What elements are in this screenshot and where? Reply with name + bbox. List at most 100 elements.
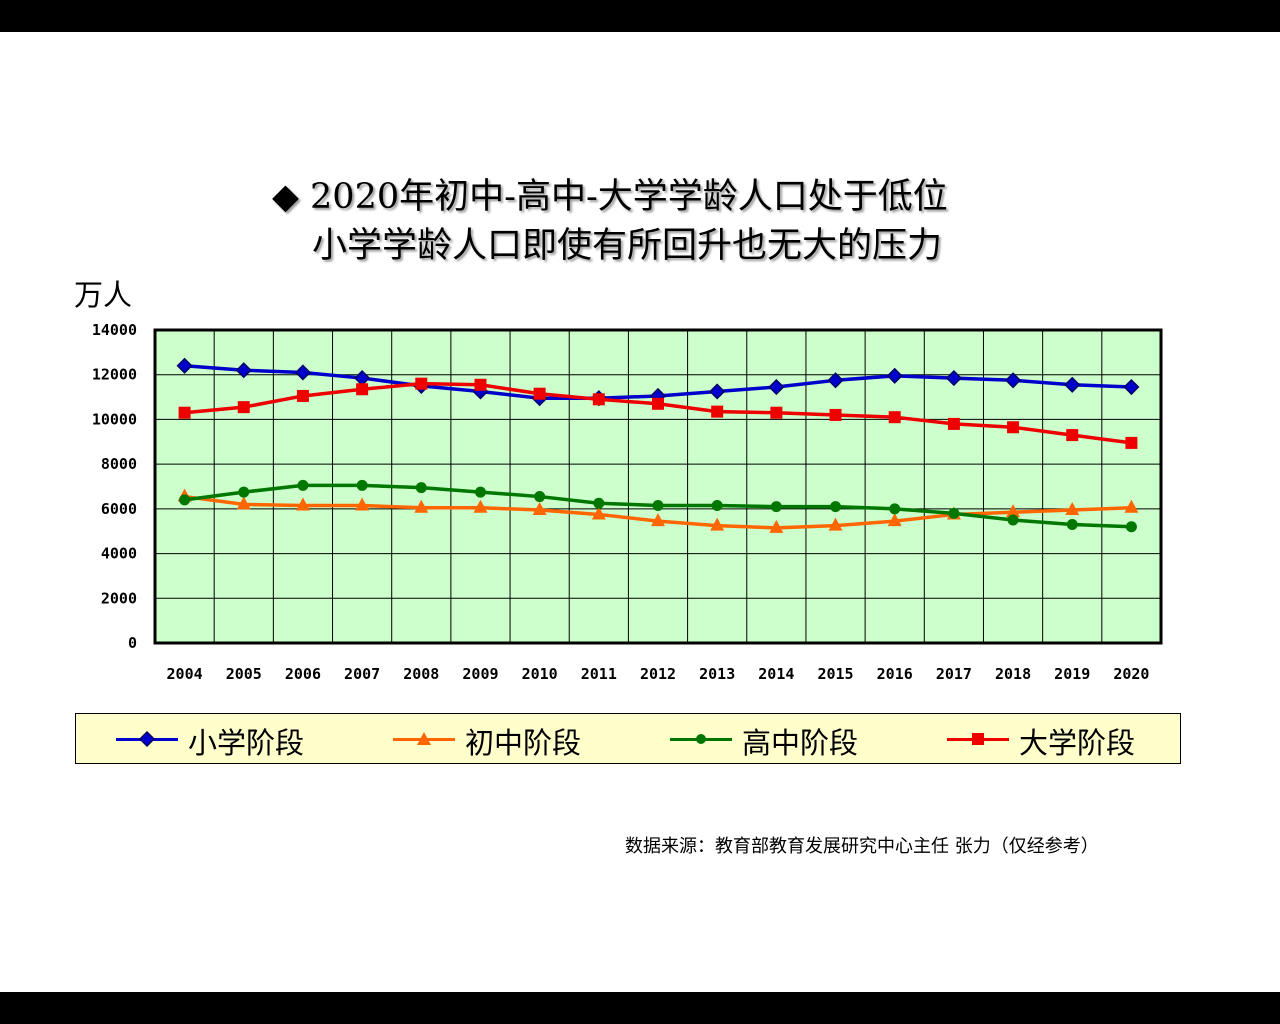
series-3-point [652,500,664,512]
series-4-point [947,417,960,430]
series-2-point [651,513,665,527]
legend-marker-circle-icon [696,734,706,744]
legend-label: 高中阶段 [742,726,859,760]
series-2-point [236,496,251,510]
series-4-point [829,408,842,421]
series-3-point [179,494,191,506]
series-2-point [295,497,310,511]
x-tick-label: 2004 [167,665,203,683]
series-4-point [296,389,309,402]
x-tick-label: 2012 [640,665,676,683]
chart-title-line1: ◆ 2020年初中-高中-大学学龄人口处于低位 [272,177,948,217]
series-4-point [1066,429,1079,442]
chart-title-line2: 小学学龄人口即使有所回升也无大的压力 [312,226,943,266]
series-2-point [355,497,370,511]
series-2-point [887,513,902,527]
series-3-point [889,503,901,515]
series-2-point [710,517,725,531]
line-chart: 0 2000 4000 6000 8000 10000 12000 14000 2004 2005… [92,321,1163,683]
x-tick-label: 2005 [226,665,262,683]
series-4-point [178,406,191,419]
series-2-point [769,519,784,533]
series-3-point [238,486,250,498]
series-4-point [770,406,783,419]
series-1-point [176,357,193,374]
series-1-point [235,362,252,379]
series-4-point [237,401,250,414]
top-black-bar [0,0,1280,32]
series-1-point [827,372,844,389]
series-2-point [828,517,843,531]
y-tick-label: 0 [128,634,137,652]
series-2-point [532,501,547,515]
x-tick-label: 2018 [995,665,1031,683]
series-3-point [948,507,960,519]
series-3-point [593,497,605,509]
y-tick-label: 14000 [92,321,137,339]
x-tick-label: 2008 [403,665,439,683]
series-2-point [473,499,488,513]
legend-label: 初中阶段 [465,726,582,760]
y-tick-label: 2000 [101,589,137,607]
bottom-black-bar [0,992,1280,1024]
series-3-point [415,482,427,494]
series-3-point [770,501,782,513]
series-4-point [652,397,664,410]
chart-legend: 小学阶段 初中阶段 高中阶段 大学阶段 [75,713,1181,764]
series-1-point [1064,376,1081,393]
series-2-point [1006,504,1021,518]
legend-marker-diamond-icon [138,730,156,748]
series-1-point [294,364,312,381]
x-tick-label: 2017 [936,665,972,683]
series-1-point [709,383,726,400]
series-3-point [1066,519,1078,531]
x-tick-label: 2020 [1113,665,1149,683]
series-3-point [711,500,723,512]
y-tick-label: 8000 [101,455,137,473]
legend-label: 大学阶段 [1019,726,1136,760]
y-tick-label: 12000 [92,366,137,384]
data-source-note: 数据来源：教育部教育发展研究中心主任 张力（仅经参考） [625,836,1099,857]
legend-label: 小学阶段 [188,726,305,760]
x-tick-label: 2006 [285,665,321,683]
series-2-point [1124,499,1139,513]
series-4-point [474,378,487,391]
series-3-point [1125,521,1137,533]
series-1-point [1004,372,1022,389]
series-2-point [591,506,606,520]
series-4-point [1125,436,1138,449]
series-3-point [474,486,486,498]
x-tick-label: 2011 [581,665,617,683]
series-4-point [711,405,724,418]
series-3-point [297,479,309,491]
series-4-point [888,411,901,424]
series-3-point [830,501,842,513]
legend-marker-triangle-icon [417,732,431,745]
series-1-point [945,370,962,387]
series-4-point [356,383,369,396]
series-3-point [534,491,546,503]
x-tick-label: 2014 [758,665,794,683]
y-axis-unit-label: 万人 [74,278,133,312]
series-1-point [768,378,785,396]
x-tick-label: 2007 [344,665,380,683]
y-tick-label: 4000 [101,545,137,563]
series-4-point [415,377,428,390]
series-4-point [533,387,546,400]
series-4-point [1007,421,1020,434]
x-tick-label: 2019 [1054,665,1090,683]
x-tick-label: 2009 [462,665,498,683]
plot-border [153,328,1163,645]
x-tick-label: 2013 [699,665,735,683]
y-tick-label: 10000 [92,410,137,428]
series-2-point [414,499,429,513]
y-tick-label: 6000 [101,500,137,518]
x-tick-label: 2010 [522,665,558,683]
x-tick-label: 2016 [877,665,913,683]
series-4-point [592,393,605,406]
x-tick-label: 2015 [817,665,853,683]
series-3-point [356,479,368,491]
series-1-point [1123,378,1140,396]
legend-marker-square-icon [972,733,984,745]
series-1-point [886,367,903,384]
